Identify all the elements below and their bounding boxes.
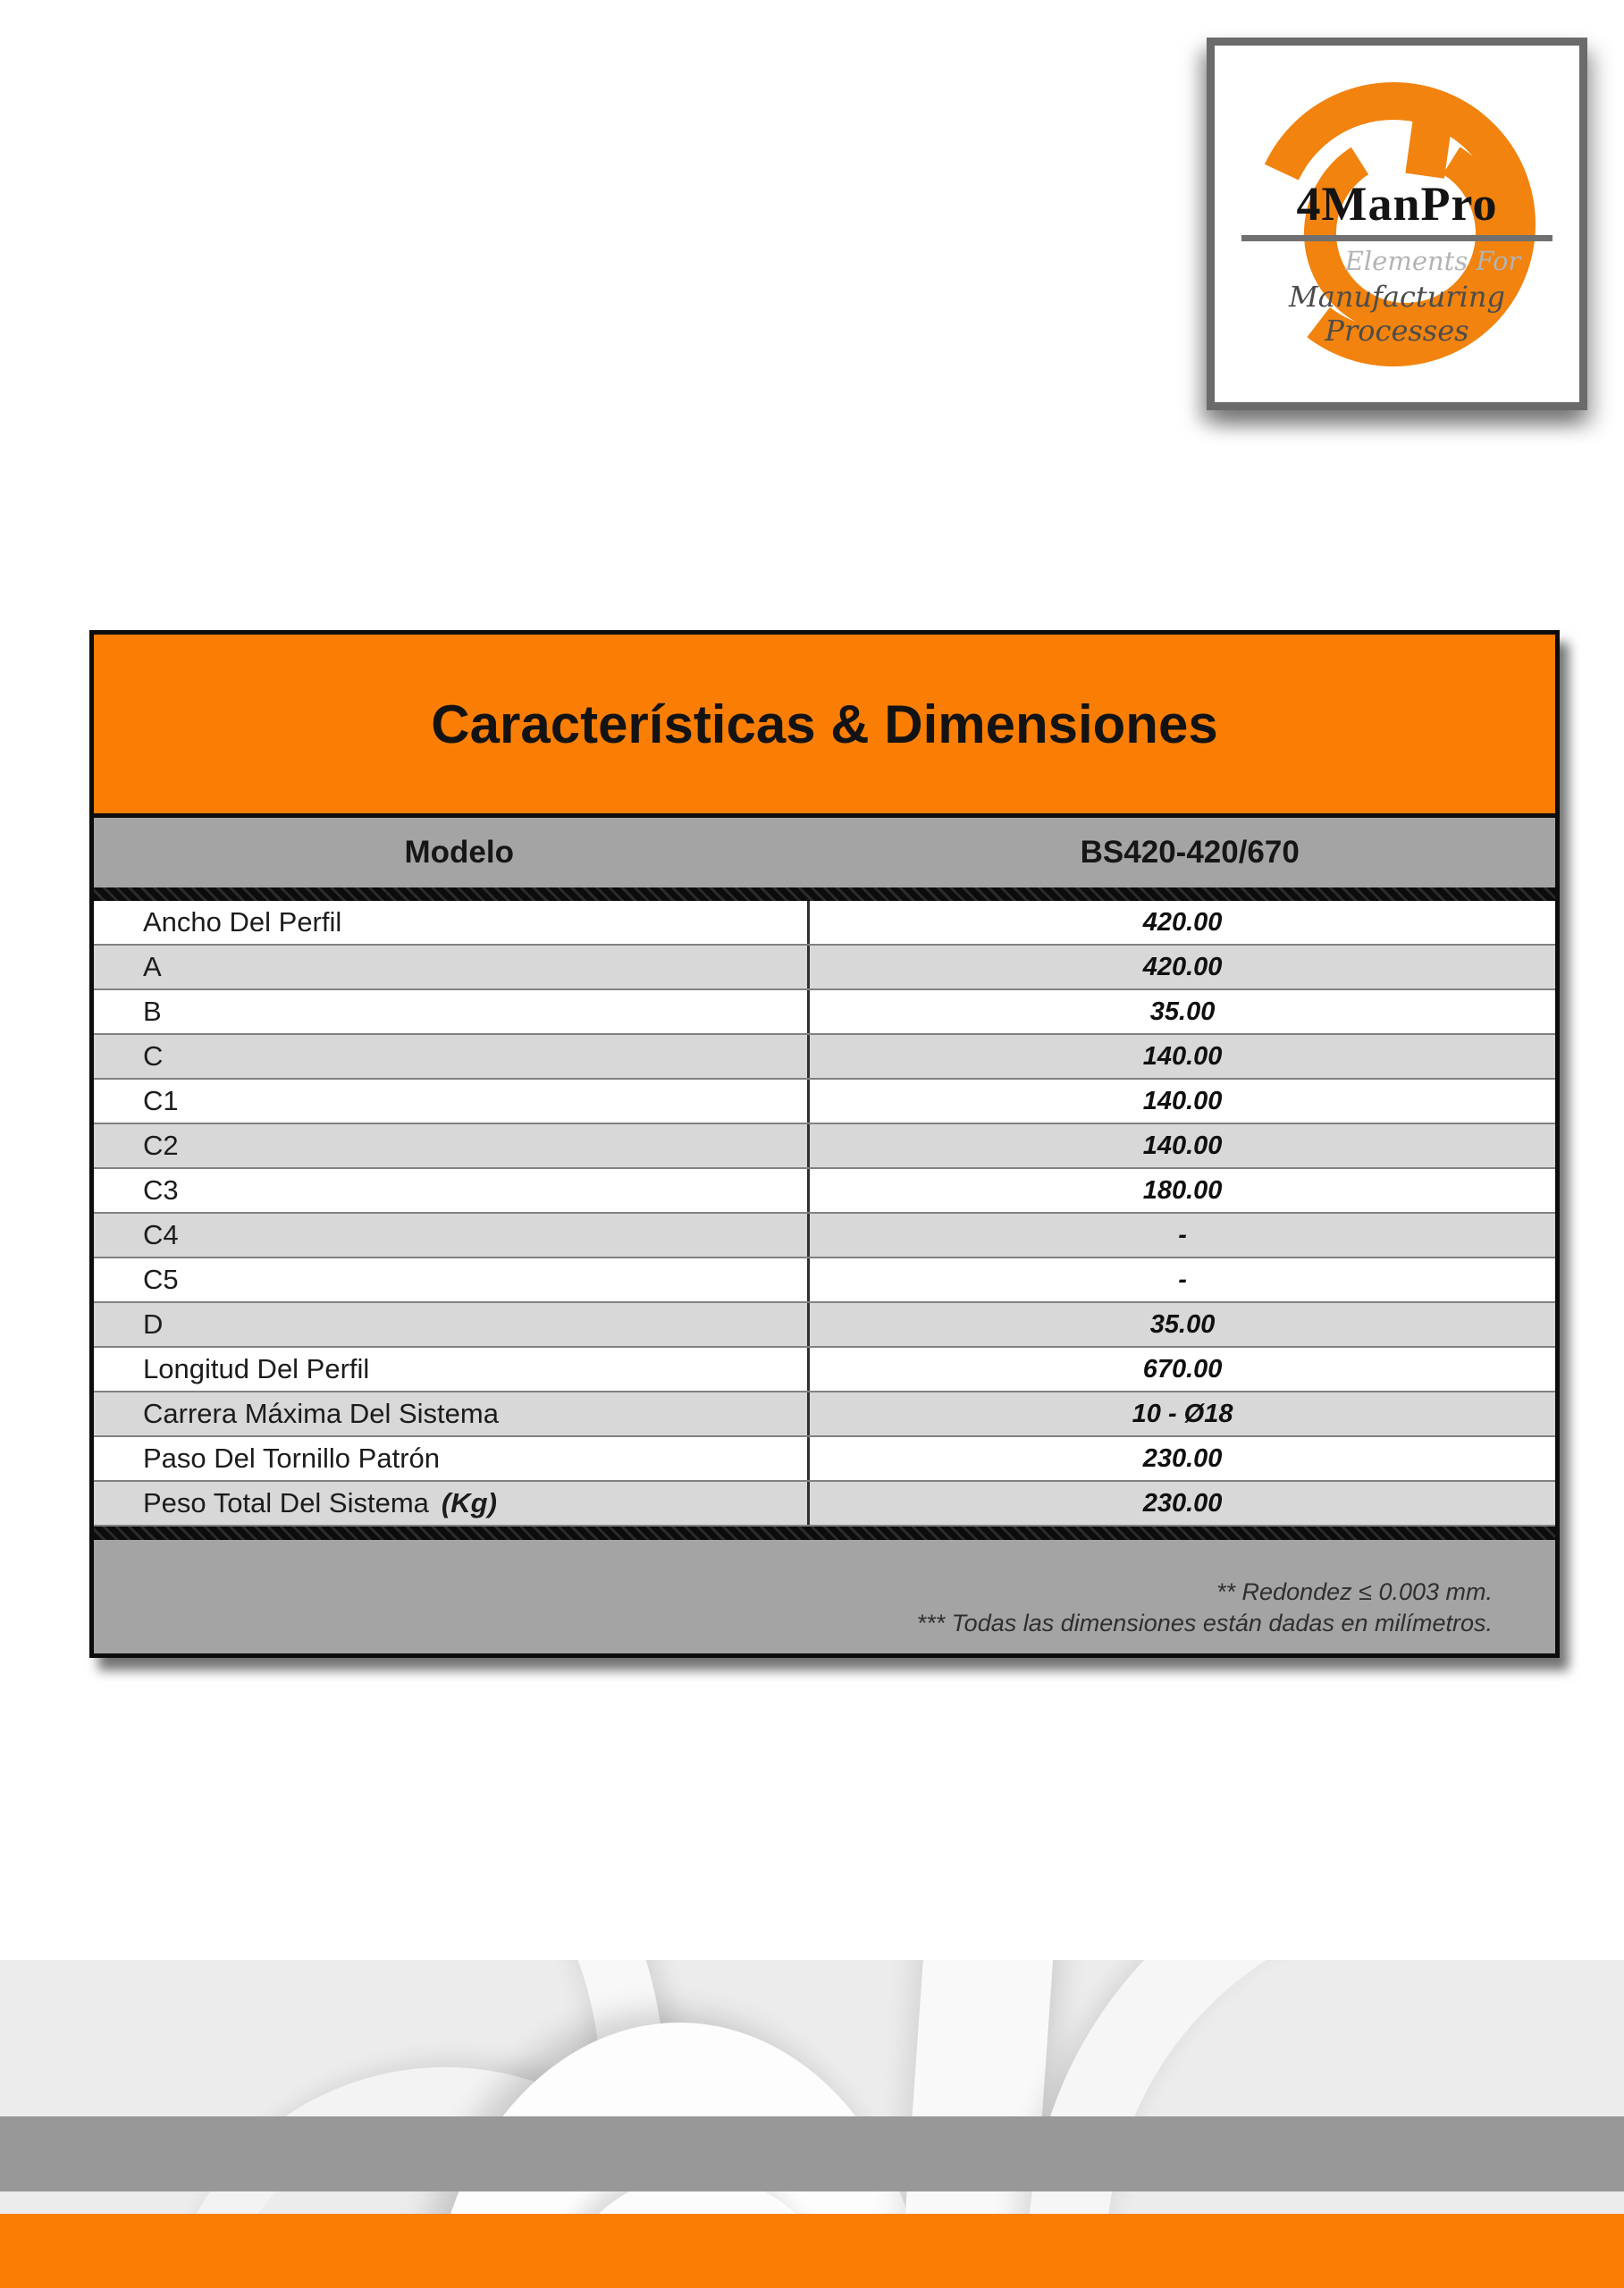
table-row: Ancho Del Perfil 420.00 (94, 901, 1555, 946)
table-row: Longitud Del Perfil 670.00 (94, 1348, 1555, 1392)
model-label: Modelo (404, 835, 514, 870)
table-row: C1 140.00 (94, 1080, 1555, 1124)
table-row: Carrera Máxima Del Sistema 10 - Ø18 (94, 1392, 1555, 1437)
table-row: C5 - (94, 1258, 1555, 1303)
footer-orange-band (0, 2214, 1624, 2288)
footnote-roundness: ** Redondez ≤ 0.003 mm. (1216, 1577, 1493, 1605)
table-row: C3 180.00 (94, 1169, 1555, 1214)
row-value: 35.00 (1149, 997, 1216, 1026)
table-row: Paso Del Tornillo Patrón 230.00 (94, 1437, 1555, 1482)
logo-brand-text: 4ManPro (1296, 177, 1498, 231)
table-row: A 420.00 (94, 946, 1555, 990)
row-label: C2 (94, 1124, 811, 1167)
row-value: - (1178, 1265, 1187, 1294)
row-label: C4 (94, 1214, 811, 1257)
row-label: Paso Del Tornillo Patrón (94, 1437, 811, 1480)
model-value: BS420-420/670 (1080, 835, 1300, 870)
dimension-rows: Ancho Del Perfil 420.00 A 420.00 B 35.00… (94, 901, 1555, 1527)
row-label: C5 (94, 1258, 811, 1301)
row-value: 420.00 (1142, 952, 1223, 981)
logo-divider-line (1241, 235, 1552, 241)
row-label: C1 (94, 1080, 811, 1123)
row-label: C3 (94, 1169, 811, 1212)
row-label-unit: (Kg) (441, 1487, 497, 1518)
table-row: C 140.00 (94, 1035, 1555, 1080)
logo-tagline-line1: Elements For (1344, 246, 1521, 276)
row-label: Carrera Máxima Del Sistema (94, 1392, 811, 1435)
row-value: 140.00 (1142, 1041, 1223, 1071)
row-value: 230.00 (1142, 1443, 1223, 1473)
separator-band-top (94, 887, 1555, 901)
row-value: 140.00 (1142, 1131, 1223, 1160)
row-value: 230.00 (1142, 1488, 1223, 1518)
table-row: B 35.00 (94, 990, 1555, 1035)
row-label: Longitud Del Perfil (94, 1348, 811, 1391)
logo-tagline-line2: Manufacturing Processes (1289, 280, 1505, 348)
table-footer-band: ** Redondez ≤ 0.003 mm. *** Todas las di… (94, 1540, 1555, 1653)
table-row: D 35.00 (94, 1303, 1555, 1348)
logo-swirl-icon (1251, 82, 1536, 367)
table-row: C2 140.00 (94, 1124, 1555, 1169)
company-logo: 4ManPro Elements For Manufacturing Proce… (1207, 38, 1587, 410)
table-title: Características & Dimensiones (431, 694, 1218, 754)
row-label: A (94, 946, 811, 988)
row-value: 670.00 (1142, 1354, 1223, 1384)
table-title-band: Características & Dimensiones (94, 635, 1555, 818)
row-label: Ancho Del Perfil (94, 901, 811, 944)
table-row: C4 - (94, 1214, 1555, 1258)
footer-gray-band (0, 2116, 1624, 2191)
row-value: - (1178, 1220, 1187, 1249)
row-value: 140.00 (1142, 1086, 1223, 1115)
characteristics-dimensions-table: Características & Dimensiones Modelo BS4… (89, 630, 1560, 1658)
table-row: Peso Total Del Sistema (Kg) 230.00 (94, 1482, 1555, 1527)
footnote-units: *** Todas las dimensiones están dadas en… (916, 1609, 1493, 1636)
row-label-text: Peso Total Del Sistema (143, 1487, 429, 1518)
separator-band-bottom (94, 1527, 1555, 1540)
row-value: 420.00 (1142, 907, 1223, 937)
row-label: C (94, 1035, 811, 1078)
row-value: 10 - Ø18 (1132, 1399, 1233, 1428)
row-label: B (94, 990, 811, 1033)
row-value: 180.00 (1142, 1175, 1223, 1205)
row-label: Peso Total Del Sistema (Kg) (94, 1482, 811, 1525)
model-row: Modelo BS420-420/670 (94, 818, 1555, 887)
row-label: D (94, 1303, 811, 1346)
row-value: 35.00 (1149, 1309, 1216, 1339)
